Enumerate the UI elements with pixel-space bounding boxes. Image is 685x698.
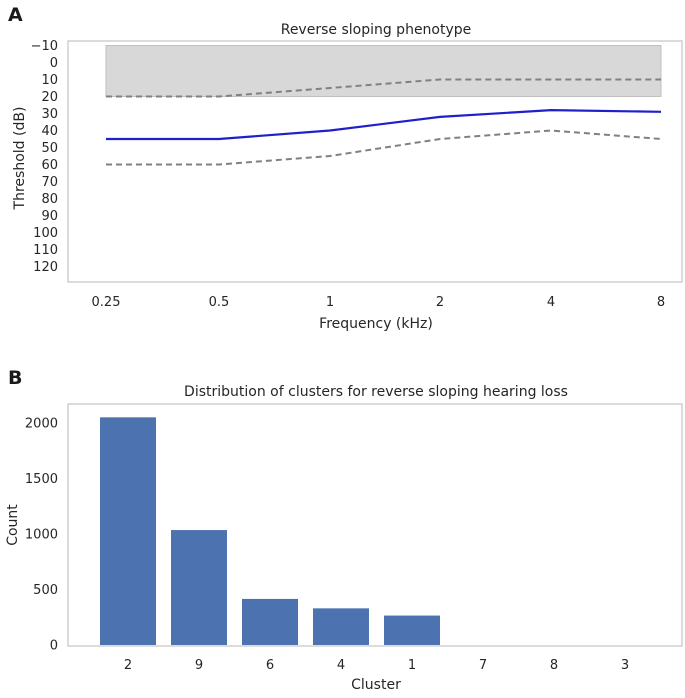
chart-a-y-tick-label: 70	[41, 175, 58, 190]
chart-b-x-tick-label: 7	[479, 658, 487, 673]
chart-a-y-tick-label: 40	[41, 124, 58, 139]
chart-b-y-ticks: 0 500 1000 1500 2000	[25, 416, 58, 653]
bar-cluster-1	[384, 615, 440, 645]
chart-a-y-tick-label: 20	[41, 90, 58, 105]
chart-a-y-tick-label: −10	[31, 39, 58, 54]
chart-b-y-tick-label: 500	[33, 583, 58, 598]
chart-a-x-tick-label: 4	[547, 295, 555, 310]
chart-b-x-tick-label: 3	[621, 658, 629, 673]
chart-b-title: Distribution of clusters for reverse slo…	[184, 384, 568, 400]
chart-a-y-tick-label: 0	[50, 56, 58, 71]
chart-a-y-tick-label: 50	[41, 141, 58, 156]
chart-b-x-tick-label: 9	[195, 658, 203, 673]
chart-a-y-tick-label: 120	[33, 260, 58, 275]
chart-a-y-tick-label: 80	[41, 192, 58, 207]
chart-a-x-tick-label: 0.25	[92, 295, 121, 310]
chart-a-frame	[67, 40, 683, 283]
chart-b-y-tick-label: 1000	[25, 527, 58, 542]
chart-a-y-tick-label: 110	[33, 243, 58, 258]
chart-a-y-axis-label: Threshold (dB)	[12, 107, 28, 211]
chart-a-x-axis-label: Frequency (kHz)	[319, 316, 433, 332]
chart-a-title: Reverse sloping phenotype	[281, 22, 472, 38]
chart-b-y-tick-label: 0	[50, 639, 58, 654]
chart-b-x-tick-label: 2	[124, 658, 132, 673]
chart-b-x-tick-label: 4	[337, 658, 345, 673]
chart-b-x-tick-label: 8	[550, 658, 558, 673]
chart-a-y-tick-label: 100	[33, 226, 58, 241]
chart-b-x-ticks: 2 9 6 4 1 7 8 3	[124, 658, 629, 673]
chart-a-y-tick-label: 90	[41, 209, 58, 224]
bar-cluster-4	[313, 608, 369, 645]
panel-a-letter: A	[8, 4, 23, 26]
chart-b-y-axis-label: Count	[5, 504, 21, 546]
chart-a-y-tick-label: 60	[41, 158, 58, 173]
chart-a-plot-area	[105, 45, 662, 166]
bar-cluster-9	[171, 530, 227, 645]
chart-a-x-tick-label: 8	[657, 295, 665, 310]
panel-b: B Distribution of clusters for reverse s…	[5, 367, 683, 693]
chart-b-y-tick-label: 1500	[25, 472, 58, 487]
chart-b-x-tick-label: 1	[408, 658, 416, 673]
chart-b-frame	[67, 403, 683, 647]
chart-a-y-tick-label: 30	[41, 107, 58, 122]
chart-b-x-tick-label: 6	[266, 658, 274, 673]
chart-a-x-tick-label: 2	[436, 295, 444, 310]
chart-b-plot-area	[100, 417, 440, 645]
panel-b-letter: B	[8, 367, 22, 389]
series-line-mean	[106, 108, 662, 141]
chart-a-x-tick-label: 1	[326, 295, 334, 310]
chart-b-y-tick-label: 2000	[25, 416, 58, 431]
normal-range-band	[105, 45, 662, 97]
series-line-dashed-1	[106, 78, 661, 98]
chart-a-y-ticks: −10 0 10 20 30 40 50 60 70 80 90 100 110 120	[31, 39, 58, 275]
bar-cluster-2	[100, 417, 156, 645]
chart-b-x-axis-label: Cluster	[351, 677, 401, 693]
bar-cluster-6	[242, 598, 298, 645]
chart-a-x-ticks: 0.25 0.5 1 2 4 8	[92, 295, 666, 310]
chart-a-x-tick-label: 0.5	[209, 295, 230, 310]
panel-a: A Reverse sloping phenotype 0.25 0.5 1 2 4 8 …	[8, 4, 683, 332]
chart-a-y-tick-label: 10	[41, 73, 58, 88]
series-line-dashed-2	[106, 129, 662, 166]
